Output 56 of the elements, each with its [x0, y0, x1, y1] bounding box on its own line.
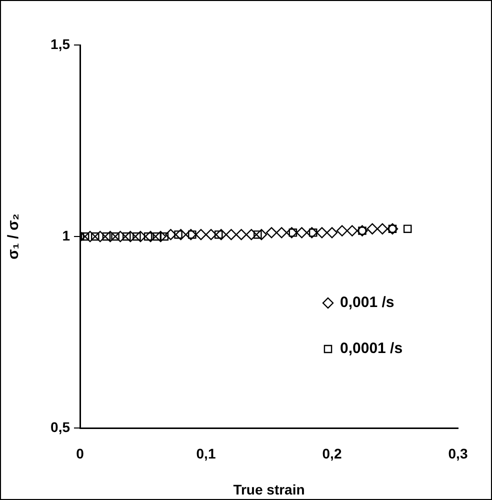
x-tick-label: 0,1	[196, 445, 216, 462]
point	[288, 228, 298, 237]
x-tick-label: 0	[76, 445, 84, 462]
y-tick-label: 1	[62, 227, 70, 244]
point	[216, 228, 227, 240]
x-tick-label: 0,3	[448, 445, 468, 462]
point	[403, 224, 412, 233]
point	[90, 232, 100, 241]
y-tick-label: 0,5	[50, 418, 70, 435]
point	[326, 227, 338, 238]
point	[160, 232, 169, 241]
point	[366, 223, 378, 234]
point	[165, 228, 176, 240]
point	[376, 223, 388, 234]
point	[174, 230, 182, 239]
x-axis-title: True strain	[233, 481, 305, 498]
point	[84, 230, 96, 242]
point	[102, 232, 111, 241]
point	[111, 232, 120, 241]
point	[276, 227, 288, 238]
point	[80, 232, 90, 241]
point	[336, 225, 348, 236]
point	[185, 228, 196, 240]
point	[114, 230, 126, 242]
point	[124, 230, 136, 242]
point	[155, 230, 166, 242]
point	[144, 230, 156, 242]
point	[246, 228, 257, 240]
point	[266, 227, 278, 238]
legend-label: 0,0001 /s	[340, 340, 403, 358]
point	[236, 228, 247, 240]
legend-label: 0,001 /s	[340, 294, 394, 312]
y-tick-label: 1,5	[50, 36, 70, 52]
point	[346, 225, 358, 236]
point	[122, 232, 131, 241]
point	[256, 228, 268, 240]
point	[214, 230, 223, 239]
point	[132, 232, 141, 241]
y-axis-title: σ₁ / σ₂	[5, 214, 22, 260]
point	[306, 227, 318, 238]
point	[94, 230, 106, 242]
point	[104, 230, 116, 242]
point	[254, 230, 262, 239]
point	[134, 230, 146, 242]
point	[226, 228, 237, 240]
point	[152, 232, 161, 241]
point	[175, 228, 186, 240]
point	[316, 227, 328, 238]
point	[286, 227, 298, 238]
point	[205, 228, 217, 240]
point	[195, 228, 207, 240]
point	[308, 228, 318, 237]
point	[296, 227, 308, 238]
point	[188, 230, 196, 239]
point	[144, 232, 152, 241]
x-tick-label: 0,2	[322, 445, 342, 462]
